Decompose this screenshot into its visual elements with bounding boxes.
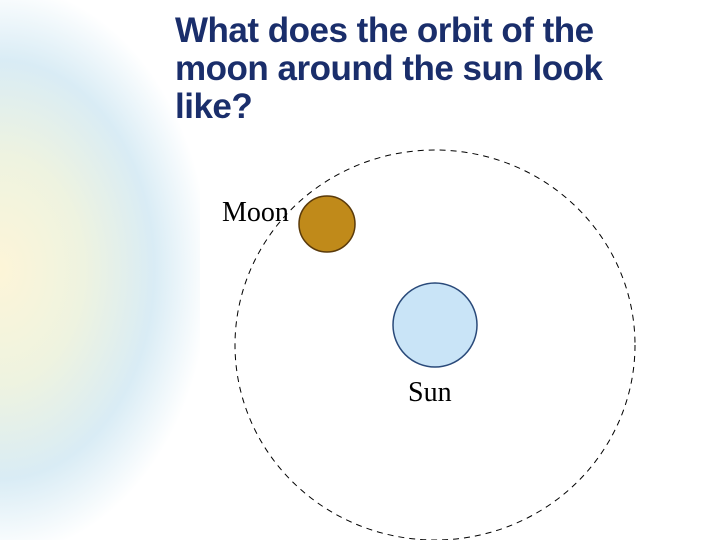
sun-label: Sun xyxy=(408,377,452,409)
moon-label: Moon xyxy=(222,197,289,229)
sun-circle xyxy=(393,283,477,367)
slide-title: What does the orbit of the moon around t… xyxy=(175,12,655,125)
moon-circle xyxy=(299,196,355,252)
title-text: What does the orbit of the moon around t… xyxy=(175,12,655,125)
